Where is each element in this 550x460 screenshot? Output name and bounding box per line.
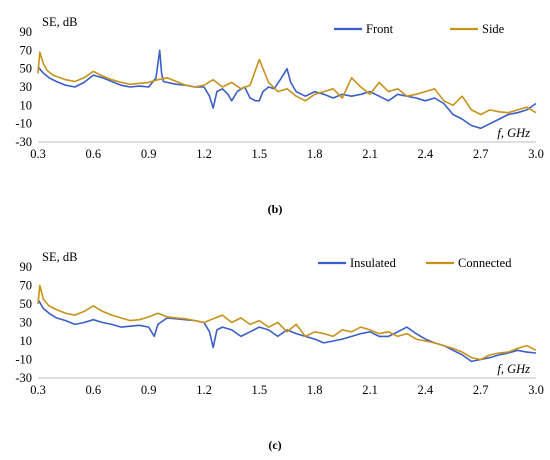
x-tick-labels: 0.3 0.6 0.9 1.2 1.5 1.8 2.1 2.4 2.7 3.0 (30, 147, 544, 161)
x-tick-label: 2.1 (362, 383, 378, 397)
x-tick-label: 3.0 (528, 383, 544, 397)
x-tick-label: 0.3 (30, 147, 46, 161)
legend: Insulated Connected (318, 256, 512, 270)
series-line-front (37, 49, 537, 130)
y-tick-label: 10 (20, 98, 33, 112)
y-tick-label: 30 (20, 80, 33, 94)
legend-label-connected: Connected (458, 256, 512, 270)
y-tick-labels: 90 70 50 30 10 -10 -30 (15, 260, 32, 385)
series-line-connected (37, 284, 537, 361)
series-line-side (37, 51, 537, 116)
y-tick-label: -30 (15, 135, 32, 149)
y-tick-label: -10 (15, 353, 32, 367)
x-tick-label: 0.9 (141, 147, 157, 161)
x-tick-label: 1.5 (252, 147, 268, 161)
y-tick-label: -30 (15, 371, 32, 385)
x-tick-label: 0.9 (141, 383, 157, 397)
x-tick-label: 2.4 (418, 147, 434, 161)
y-tick-label: 90 (20, 260, 33, 274)
x-tick-labels: 0.3 0.6 0.9 1.2 1.5 1.8 2.1 2.4 2.7 3.0 (30, 383, 544, 397)
x-tick-label: 1.2 (196, 147, 212, 161)
x-tick-label: 3.0 (528, 147, 544, 161)
chart-panel-c: 0.3 0.6 0.9 1.2 1.5 1.8 2.1 2.4 2.7 3.0 90 70 50 30 1… (15, 250, 543, 452)
x-axis-label: f, GHz (497, 362, 530, 376)
y-tick-label: 50 (20, 62, 33, 76)
chart-panel-b: 0.3 0.6 0.9 1.2 1.5 1.8 2.1 2.4 2.7 3.0 90 70 50 30 1… (15, 15, 543, 216)
x-tick-label: 0.6 (86, 147, 102, 161)
legend-label-side: Side (482, 22, 505, 36)
series-lines (37, 49, 537, 130)
panel-label: (b) (268, 202, 283, 216)
y-tick-labels: 90 70 50 30 10 -10 -30 (15, 25, 32, 149)
legend: Front Side (334, 22, 505, 36)
y-tick-label: 70 (20, 43, 33, 57)
y-tick-label: 10 (20, 334, 33, 348)
x-tick-label: 2.4 (418, 383, 434, 397)
y-tick-label: 30 (20, 316, 33, 330)
x-tick-label: 2.7 (473, 147, 489, 161)
x-tick-label: 2.7 (473, 383, 489, 397)
series-lines (37, 284, 537, 363)
x-tick-label: 2.1 (362, 147, 378, 161)
y-tick-label: 90 (20, 25, 33, 39)
x-tick-label: 1.2 (196, 383, 212, 397)
y-tick-label: -10 (15, 117, 32, 131)
x-axis-label: f, GHz (497, 126, 530, 140)
y-tick-label: 70 (20, 279, 33, 293)
y-tick-label: 50 (20, 297, 33, 311)
x-tick-label: 1.5 (252, 383, 268, 397)
panel-label: (c) (268, 438, 281, 452)
legend-label-insulated: Insulated (350, 256, 397, 270)
x-tick-label: 0.6 (86, 383, 102, 397)
x-tick-label: 1.8 (307, 147, 323, 161)
y-axis-label: SE, dB (42, 15, 77, 29)
legend-label-front: Front (366, 22, 394, 36)
x-tick-label: 0.3 (30, 383, 46, 397)
y-axis-label: SE, dB (42, 250, 77, 264)
x-tick-label: 1.8 (307, 383, 323, 397)
